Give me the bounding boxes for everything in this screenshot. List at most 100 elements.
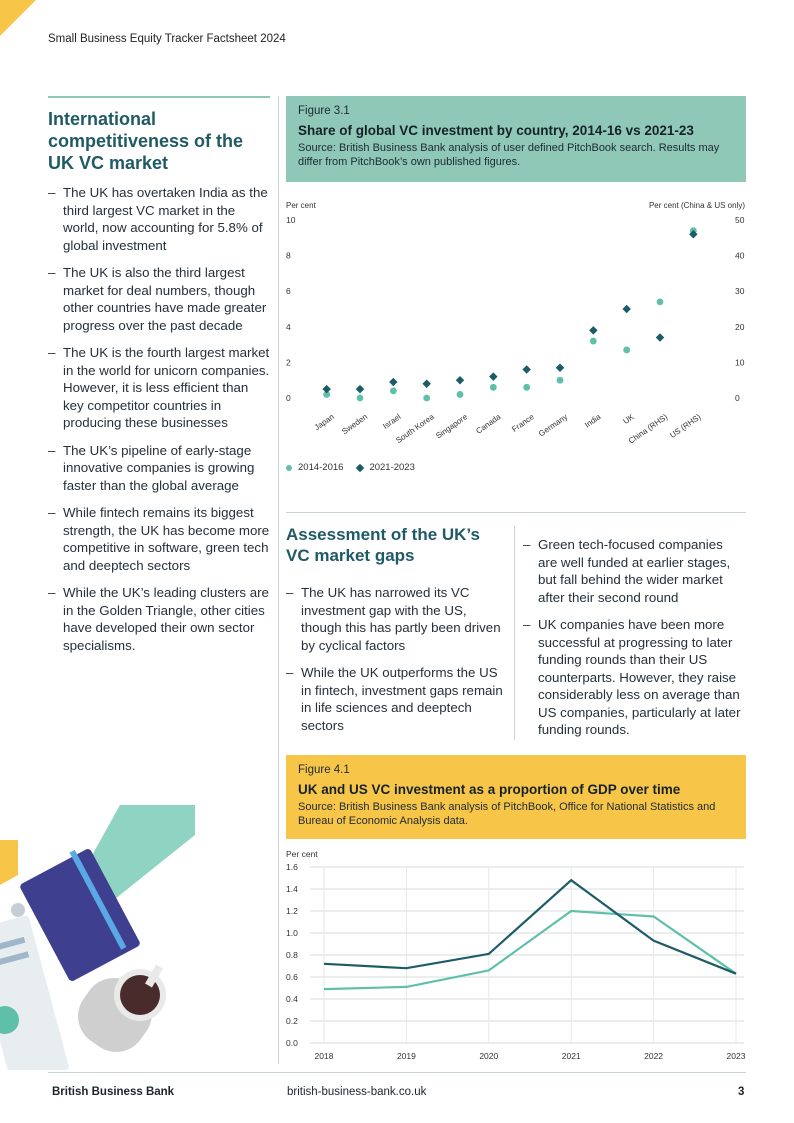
figure-number: Figure 4.1 (298, 764, 350, 776)
list-item: The UK is the fourth largest market in t… (48, 344, 270, 432)
list-item: While the UK’s leading clusters are in t… (48, 584, 270, 654)
legend-diamond-marker (356, 463, 365, 472)
column-divider (514, 526, 515, 740)
list-item: The UK has overtaken India as the third … (48, 184, 270, 254)
y-tick-label: 1.6 (286, 862, 298, 872)
data-point-2021-2023 (589, 326, 598, 335)
legend-circle-marker (286, 464, 292, 471)
chart-legend: 2014-2016 2021-2023 (286, 462, 415, 473)
x-tick-label: 2021 (562, 1051, 581, 1061)
x-tick-label: 2023 (727, 1051, 746, 1061)
section-title: International competitiveness of the UK … (48, 109, 244, 173)
y-axis-label: Per cent (286, 849, 318, 859)
y-tick-label-right: 0 (735, 393, 740, 403)
x-tick-label: US (RHS) (668, 412, 703, 440)
figure-title: UK and US VC investment as a proportion … (298, 782, 681, 797)
y-axis-label-right: Per cent (China & US only) (649, 201, 745, 210)
y-tick-label: 0.2 (286, 1016, 298, 1026)
list-item: UK companies have been more successful a… (523, 616, 745, 739)
left-column: International competitiveness of the UK … (48, 96, 270, 664)
data-point-2014-2016 (356, 394, 364, 402)
legend-label: 2021-2023 (369, 462, 415, 473)
data-point-2021-2023 (389, 377, 398, 387)
footer-brand: British Business Bank (52, 1086, 175, 1098)
footer-rule (48, 1072, 746, 1073)
data-point-2014-2016 (523, 383, 531, 391)
x-tick-label: Sweden (340, 412, 369, 436)
y-tick-label: 10 (286, 215, 296, 225)
x-tick-label: 2019 (397, 1051, 416, 1061)
data-point-2021-2023 (689, 229, 698, 239)
corner-accent (0, 0, 36, 36)
section-divider (286, 512, 746, 513)
list-item: While fintech remains its biggest streng… (48, 504, 270, 574)
data-point-2021-2023 (622, 304, 631, 314)
x-tick-label: Germany (537, 412, 569, 438)
y-tick-label: 0.4 (286, 994, 298, 1004)
document-title: Small Business Equity Tracker Factsheet … (48, 33, 286, 45)
footer-url[interactable]: british-business-bank.co.uk (287, 1086, 427, 1098)
notebook (20, 849, 140, 981)
x-tick-label: France (510, 412, 536, 434)
x-tick-label: Israel (381, 412, 402, 431)
clipboard (0, 903, 69, 1070)
assessment-list-left: The UK has narrowed its VC investment ga… (286, 584, 506, 744)
x-tick-label: UK (622, 412, 637, 426)
x-tick-label: Japan (313, 412, 336, 432)
x-tick-label: Singapore (434, 412, 469, 441)
figure-title: Share of global VC investment by country… (298, 123, 694, 138)
y-tick-label: 1.4 (286, 884, 298, 894)
y-tick-label-right: 20 (735, 322, 745, 332)
list-item: The UK has narrowed its VC investment ga… (286, 584, 506, 654)
scatter-chart: Per cent Per cent (China & US only) 0 2 4 6 8 1… (286, 201, 745, 446)
data-point-2021-2023 (489, 372, 498, 381)
column-divider (278, 96, 279, 1064)
y-tick-label: 0.0 (286, 1038, 298, 1048)
data-point-2014-2016 (423, 394, 431, 402)
series-line-1 (323, 878, 737, 975)
assessment-title: Assessment of the UK’s VC market gaps (286, 525, 480, 565)
figure-source: Source: British Business Bank analysis o… (298, 801, 716, 827)
y-tick-label: 1.2 (286, 906, 298, 916)
data-point-2014-2016 (556, 376, 564, 384)
y-tick-label: 0 (286, 393, 291, 403)
x-tick-label: 2020 (479, 1051, 498, 1061)
y-axis-label: Per cent (286, 201, 317, 210)
y-tick-label: 1.0 (286, 928, 298, 938)
list-item: Green tech-focused companies are well fu… (523, 536, 745, 606)
data-point-2014-2016 (456, 391, 464, 398)
y-tick-label: 0.8 (286, 950, 298, 960)
figure-number: Figure 3.1 (298, 105, 350, 117)
data-point-2021-2023 (455, 375, 465, 385)
y-tick-label: 0.6 (286, 972, 298, 982)
data-point-2014-2016 (623, 346, 631, 354)
figure-4-1-header: Figure 4.1 UK and US VC investment as a … (286, 755, 746, 839)
page-number: 3 (738, 1086, 745, 1098)
x-tick-label: 2022 (644, 1051, 663, 1061)
mug (78, 964, 166, 1052)
data-point-2021-2023 (422, 379, 431, 389)
data-point-2014-2016 (656, 298, 664, 306)
line-chart: Per cent 0.0 0.2 0.4 0.6 0.8 1.0 1.2 1.4 1.6 2018 2… (286, 849, 746, 1061)
y-tick-label-right: 30 (735, 286, 745, 296)
figure-source: Source: British Business Bank analysis o… (298, 142, 720, 168)
y-tick-label-right: 40 (735, 251, 745, 261)
legend-label: 2014-2016 (298, 462, 344, 473)
yellow-shape (0, 840, 18, 885)
x-tick-label: India (583, 412, 603, 430)
data-point-2021-2023 (655, 333, 665, 342)
data-point-2014-2016 (489, 383, 497, 391)
data-point-2014-2016 (589, 337, 597, 345)
competitiveness-list: The UK has overtaken India as the third … (48, 184, 270, 654)
y-tick-label-right: 50 (735, 215, 745, 225)
data-point-2021-2023 (555, 363, 565, 372)
list-item: The UK’s pipeline of early-stage innovat… (48, 442, 270, 495)
series-line-0 (323, 909, 737, 991)
data-point-2014-2016 (323, 391, 331, 398)
illustration (0, 805, 195, 1070)
assessment-list-right: Green tech-focused companies are well fu… (523, 536, 745, 749)
data-point-2014-2016 (389, 387, 397, 395)
data-point-2021-2023 (522, 365, 531, 374)
data-point-2021-2023 (322, 384, 331, 394)
y-tick-label: 4 (286, 322, 291, 332)
